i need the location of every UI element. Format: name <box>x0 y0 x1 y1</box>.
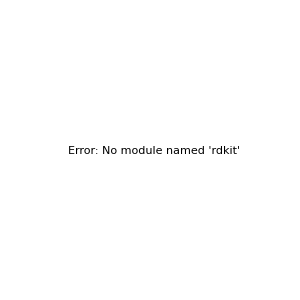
Text: Error: No module named 'rdkit': Error: No module named 'rdkit' <box>68 146 240 157</box>
